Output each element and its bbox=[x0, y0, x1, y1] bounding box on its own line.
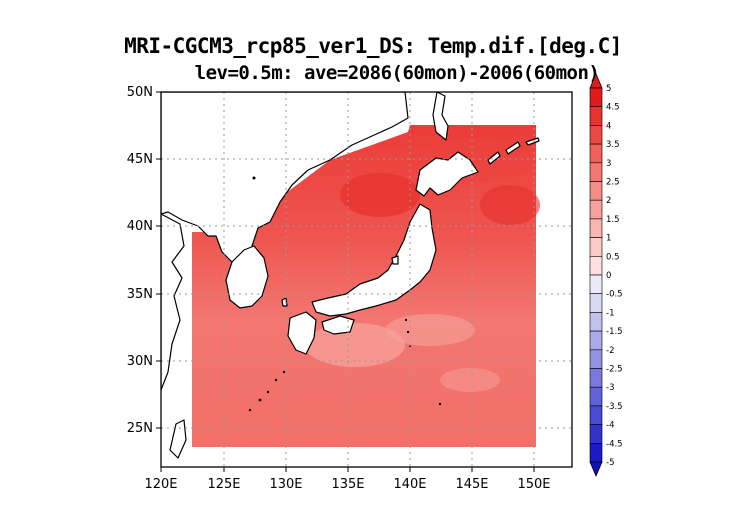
map-title: MRI-CGCM3_rcp85_ver1_DS: Temp.dif.[deg.C… bbox=[124, 34, 622, 58]
colorbar-label: -1 bbox=[606, 308, 614, 318]
lon-tick-label: 130E bbox=[269, 477, 302, 492]
lon-tick-label: 150E bbox=[517, 477, 550, 492]
colorbar-swatch bbox=[589, 386, 603, 407]
lat-tick-label: 25N bbox=[127, 421, 153, 436]
colorbar-arrow-top bbox=[589, 72, 603, 89]
lon-tick-label: 140E bbox=[393, 477, 426, 492]
colorbar-label: 3.5 bbox=[606, 140, 620, 150]
lat-tick-label: 50N bbox=[127, 85, 153, 100]
hotspot-sea-of-japan bbox=[340, 173, 420, 217]
colorbar-swatch bbox=[589, 274, 603, 295]
colorbar-swatch bbox=[589, 424, 603, 444]
hotspot-northeast bbox=[480, 185, 540, 225]
colorbar-label: 1.5 bbox=[606, 215, 620, 225]
colorbar-label: 2.5 bbox=[606, 178, 620, 188]
cool-patch-south bbox=[305, 323, 405, 367]
island-dots bbox=[248, 176, 442, 412]
colorbar-swatch bbox=[589, 143, 603, 164]
map-frame bbox=[160, 91, 573, 468]
colorbar-swatch bbox=[589, 199, 603, 220]
land-taiwan bbox=[169, 419, 187, 459]
colorbar-label: -3 bbox=[606, 383, 614, 393]
colorbar-label: -4.5 bbox=[606, 439, 623, 449]
lat-tick-label: 40N bbox=[127, 219, 153, 234]
colorbar-swatch bbox=[589, 87, 603, 108]
colorbar-swatch bbox=[589, 106, 603, 126]
colorbar-swatch bbox=[589, 330, 603, 351]
land-honshu bbox=[311, 203, 437, 317]
land-hokkaido bbox=[415, 151, 479, 197]
lon-tick-labels: 120E 125E 130E 135E 140E 145E 150E bbox=[144, 477, 550, 492]
land-china-coast bbox=[161, 213, 185, 391]
colorbar-swatch bbox=[589, 255, 603, 276]
land-korea bbox=[225, 245, 269, 309]
colorbar-label: -3.5 bbox=[606, 402, 623, 412]
colorbar-label: 2 bbox=[606, 196, 611, 206]
colorbar-arrow-bottom bbox=[589, 461, 603, 478]
colorbar-label: 3 bbox=[606, 159, 611, 169]
land-shikoku bbox=[321, 315, 355, 335]
colorbar-label: 0 bbox=[606, 271, 611, 281]
colorbar-label: 4 bbox=[606, 121, 611, 131]
lon-tick-label: 120E bbox=[144, 477, 177, 492]
colorbar-label: 5 bbox=[606, 84, 611, 94]
colorbar-label: -0.5 bbox=[606, 290, 623, 300]
axis-ticks bbox=[156, 91, 535, 472]
lat-tick-label: 30N bbox=[127, 354, 153, 369]
colorbar-label: -2 bbox=[606, 346, 614, 356]
lon-tick-label: 145E bbox=[455, 477, 488, 492]
lon-tick-label: 125E bbox=[207, 477, 240, 492]
land bbox=[161, 92, 540, 459]
colorbar-swatch bbox=[589, 349, 603, 369]
colorbar-swatch bbox=[589, 181, 603, 201]
land-kuril-1 bbox=[487, 151, 501, 165]
land-kuril-3 bbox=[525, 137, 540, 146]
colorbar-label: -4 bbox=[606, 421, 614, 431]
lon-tick-label: 135E bbox=[331, 477, 364, 492]
colorbar-label: 4.5 bbox=[606, 103, 620, 113]
cool-patch-southeast bbox=[440, 368, 500, 392]
colorbar-swatch bbox=[589, 293, 603, 313]
map-subtitle: lev=0.5m: ave=2086(60mon)-2006(60mon) bbox=[194, 62, 600, 84]
cool-patch-south-2 bbox=[385, 314, 475, 346]
lat-tick-labels: 25N 30N 35N 40N 45N 50N bbox=[127, 85, 153, 436]
colorbar-swatch bbox=[589, 218, 603, 238]
land-sakhalin bbox=[432, 92, 449, 141]
colorbar-swatch bbox=[589, 405, 603, 425]
colorbar-swatch bbox=[589, 312, 603, 332]
colorbar-swatch bbox=[589, 237, 603, 257]
land-kyushu bbox=[287, 311, 317, 355]
colorbar: 5 4.5 4 3.5 3 2.5 2 1.5 1 0.5 0 -0.5 -1 -1.5 -2 -2.5 -3 -… bbox=[589, 72, 623, 478]
colorbar-swatch bbox=[589, 125, 603, 145]
colorbar-label: -5 bbox=[606, 458, 614, 468]
grid bbox=[161, 92, 572, 467]
colorbar-swatch bbox=[589, 368, 603, 388]
land-kuril-2 bbox=[505, 141, 521, 155]
colorbar-swatch bbox=[589, 162, 603, 182]
colorbar-swatch bbox=[589, 442, 603, 463]
map-plot-area bbox=[161, 92, 572, 467]
lat-tick-label: 35N bbox=[127, 287, 153, 302]
lat-tick-label: 45N bbox=[127, 152, 153, 167]
colorbar-label: -2.5 bbox=[606, 365, 623, 375]
colorbar-label: -1.5 bbox=[606, 327, 623, 337]
colorbar-label: 1 bbox=[606, 234, 611, 244]
land-sado bbox=[391, 255, 399, 265]
colorbar-label: 0.5 bbox=[606, 252, 620, 262]
